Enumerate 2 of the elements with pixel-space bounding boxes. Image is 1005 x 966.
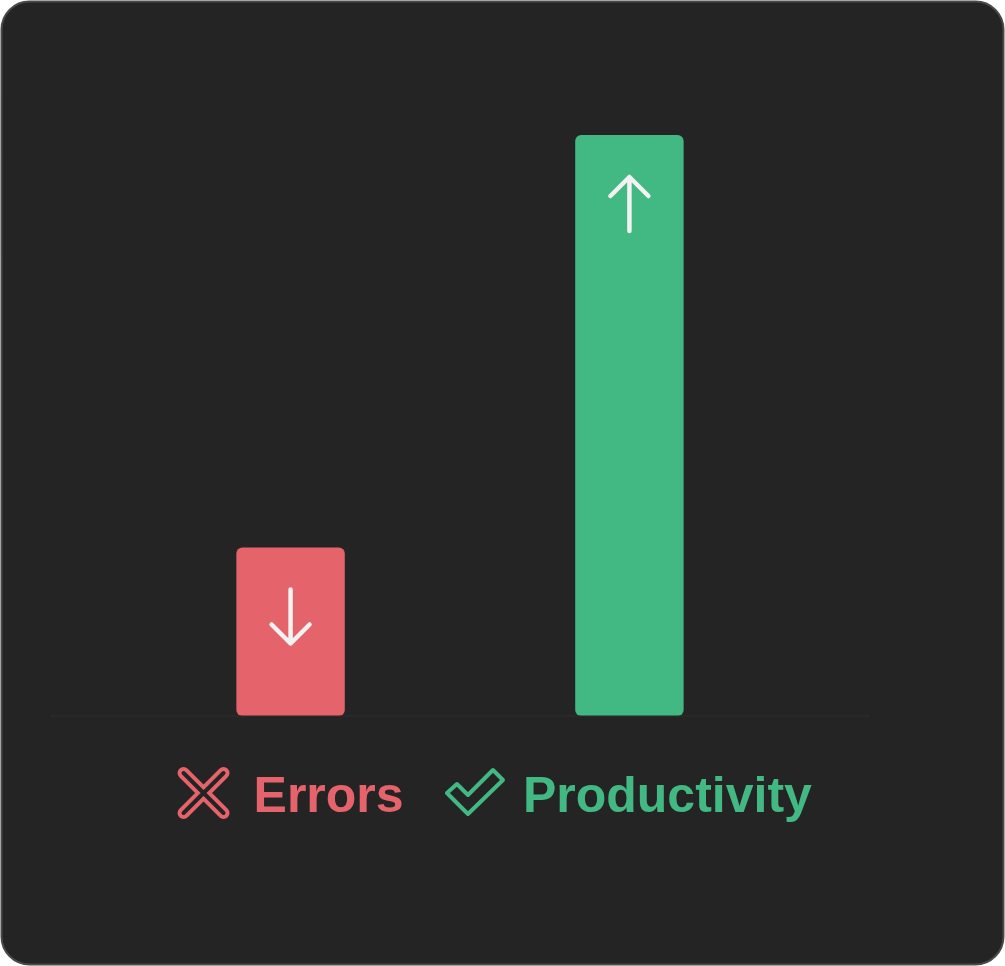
x-tick-label: Productivity <box>522 767 813 823</box>
x-tick-label: Errors <box>253 767 404 823</box>
